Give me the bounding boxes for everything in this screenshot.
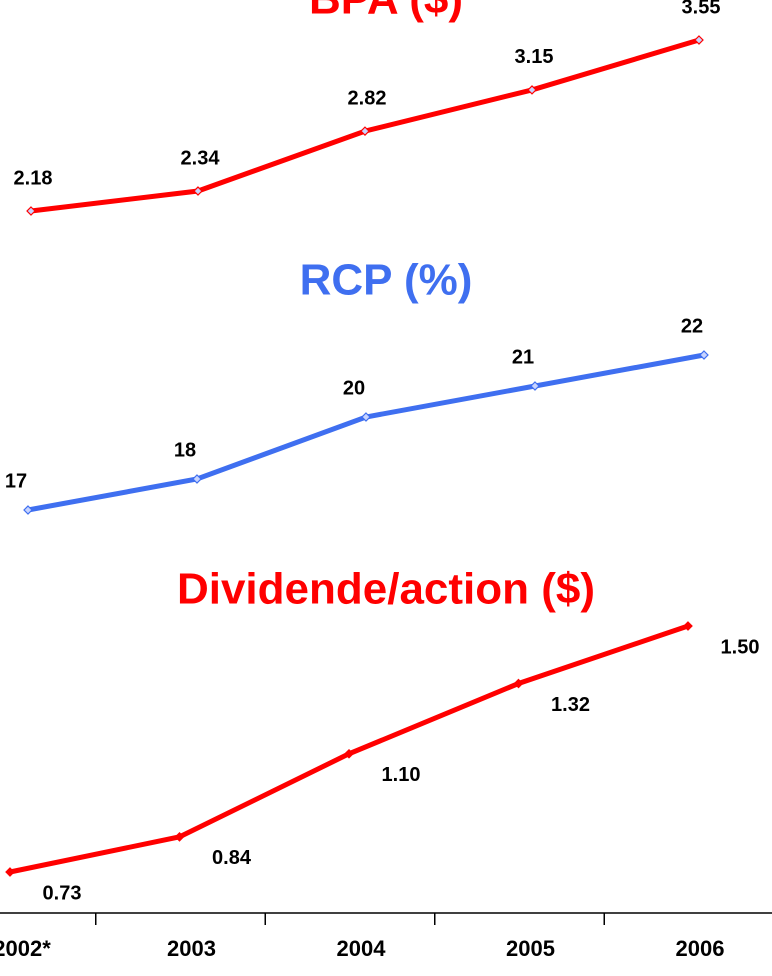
data-label: 18 xyxy=(174,439,196,461)
data-label: 0.84 xyxy=(212,847,252,869)
marker xyxy=(23,505,33,515)
data-label: 21 xyxy=(512,346,534,368)
data-label: 2.34 xyxy=(181,147,221,169)
data-label: 22 xyxy=(681,315,703,337)
marker xyxy=(174,832,185,842)
marker xyxy=(513,678,524,689)
line xyxy=(27,352,705,513)
marker xyxy=(26,206,36,216)
data-label: 1.50 xyxy=(721,636,760,658)
data-label: 3.55 xyxy=(682,0,721,18)
marker xyxy=(530,381,540,391)
data-label: 17 xyxy=(5,470,27,492)
x-tick-label: 2003 xyxy=(167,936,216,961)
data-label: 2.82 xyxy=(348,87,387,109)
marker xyxy=(193,186,203,196)
x-tick-label: 2005 xyxy=(506,936,555,961)
data-label: 20 xyxy=(343,377,365,399)
data-label: 2.18 xyxy=(14,167,53,189)
x-tick-label: 2002* xyxy=(0,936,51,961)
x-tick-label: 2004 xyxy=(337,936,387,961)
chart-title: Dividende/action ($) xyxy=(177,565,595,614)
data-label: 3.15 xyxy=(515,46,554,68)
chart-title: BPA ($) xyxy=(309,0,463,24)
data-label: 1.10 xyxy=(382,764,421,786)
line xyxy=(30,37,700,214)
marker xyxy=(683,621,693,631)
chart-title: RCP (%) xyxy=(300,256,473,305)
x-tick-label: 2006 xyxy=(676,936,725,961)
marker xyxy=(694,35,704,45)
data-label: 1.32 xyxy=(551,694,590,716)
marker xyxy=(527,85,537,95)
data-label: 0.73 xyxy=(43,882,82,904)
marker xyxy=(360,126,370,136)
marker xyxy=(344,748,354,759)
marker xyxy=(5,867,15,877)
marker xyxy=(361,412,371,422)
marker xyxy=(192,474,202,484)
marker xyxy=(699,350,709,360)
